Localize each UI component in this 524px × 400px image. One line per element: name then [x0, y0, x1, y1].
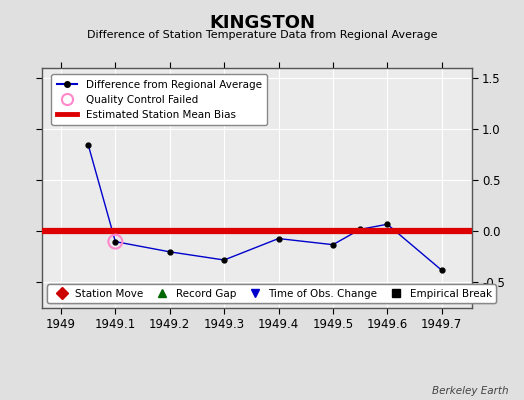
Text: Berkeley Earth: Berkeley Earth: [432, 386, 508, 396]
Legend: Station Move, Record Gap, Time of Obs. Change, Empirical Break: Station Move, Record Gap, Time of Obs. C…: [47, 284, 496, 303]
Point: [111, 238, 119, 245]
Text: Difference of Station Temperature Data from Regional Average: Difference of Station Temperature Data f…: [87, 30, 437, 40]
Text: KINGSTON: KINGSTON: [209, 14, 315, 32]
